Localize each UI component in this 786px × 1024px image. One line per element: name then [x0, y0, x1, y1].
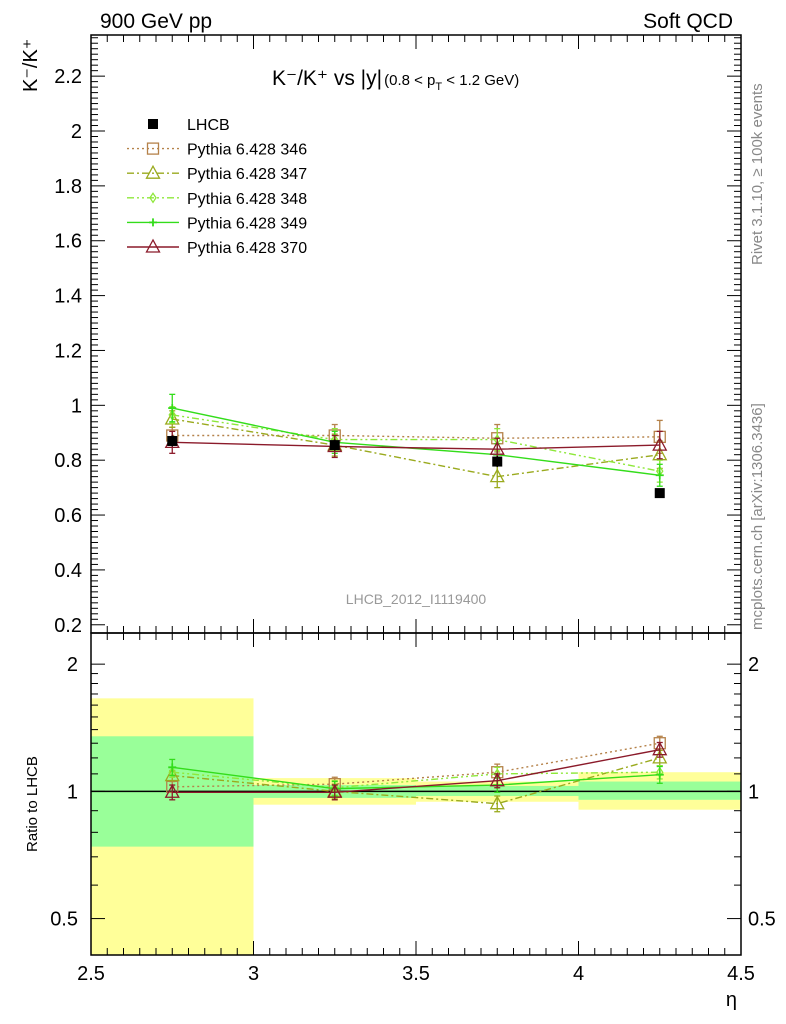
- title-suffix-end: < 1.2 GeV): [442, 72, 519, 89]
- main-series-point-4-3: [652, 436, 668, 451]
- ratio-series-point-4-2: [489, 772, 505, 787]
- main-y-tick-label: 1.2: [54, 340, 82, 362]
- legend: LHCB Pythia 6.428 346 Pythia 6.428 347 Pyth…: [127, 117, 307, 257]
- title-suffix-sub: T: [435, 81, 442, 93]
- legend-marker-0: [146, 142, 160, 155]
- main-series-point-1-2: [489, 468, 505, 483]
- x-tick-label: 2.5: [77, 963, 105, 985]
- x-tick-label: 3.5: [402, 963, 430, 985]
- mcplots-label: mcplots.cern.ch [arXiv:1306.3436]: [749, 403, 766, 630]
- main-y-tick-label: 1: [71, 395, 82, 417]
- main-y-tick-label: 1.6: [54, 231, 82, 253]
- main-series-line-4: [172, 441, 660, 450]
- ratio-y-tick-label: 2: [67, 654, 78, 676]
- x-tick-label: 3: [248, 963, 259, 985]
- legend-label-3: Pythia 6.428 349: [187, 215, 307, 232]
- legend-marker-4: [145, 238, 161, 253]
- main-y-tick-label: 2.2: [54, 66, 82, 88]
- x-tick-label: 4.5: [727, 963, 755, 985]
- ratio-y-tick-label-right: 0.5: [748, 909, 776, 931]
- ratio-series-point-4-3: [652, 741, 668, 756]
- header-left: 900 GeV pp: [100, 10, 212, 33]
- x-tick-label: 4: [573, 963, 584, 985]
- header-right: Soft QCD: [643, 10, 733, 33]
- legend-marker-1: [145, 164, 161, 179]
- main-y-tick-label: 0.8: [54, 450, 82, 472]
- main-series-line-0: [172, 434, 660, 439]
- ratio-series-line-1: [172, 757, 660, 805]
- ratio-ylabel: Ratio to LHCB: [24, 756, 41, 852]
- ratio-series-point-1-3: [652, 749, 668, 764]
- ratio-y-tick-label: 0.5: [50, 909, 78, 931]
- main-y-tick-label: 0.4: [54, 560, 82, 582]
- main-y-tick-label: 0.6: [54, 505, 82, 527]
- ratio-series-point-3-3: [655, 770, 664, 779]
- ratio-y-tick-label-right: 2: [748, 654, 759, 676]
- legend-label-4: Pythia 6.428 370: [187, 240, 307, 257]
- data-point-0: [167, 435, 178, 446]
- ratio-y-tick-label-right: 1: [748, 781, 759, 803]
- ratio-series-line-0: [172, 742, 660, 788]
- x-axis-label: η: [726, 989, 737, 1011]
- main-y-tick-label: 1.4: [54, 286, 82, 308]
- main-ylabel: K⁻/K⁺: [20, 39, 42, 92]
- ratio-series-line-4: [172, 748, 660, 793]
- ratio-series-point-1-0: [164, 767, 180, 782]
- legend-marker-data: [148, 119, 158, 129]
- ratio-series-point-1-2: [489, 795, 505, 810]
- data-point-1: [329, 440, 340, 451]
- legend-label-0: Pythia 6.428 346: [187, 142, 307, 159]
- legend-label-2: Pythia 6.428 348: [187, 191, 307, 208]
- main-series-point-3-3: [655, 471, 664, 480]
- analysis-watermark: LHCB_2012_I1119400: [346, 591, 487, 607]
- ratio-series-point-4-0: [164, 783, 180, 798]
- legend-label-data: LHCB: [187, 117, 230, 134]
- main-y-tick-label: 1.8: [54, 176, 82, 198]
- title-suffix: (0.8 < p: [384, 72, 435, 89]
- main-y-tick-label: 2: [71, 121, 82, 143]
- plot-title: K⁻/K⁺ vs |y| (0.8 < pT < 1.2 GeV): [272, 67, 519, 93]
- rivet-label: Rivet 3.1.10, ≥ 100k events: [749, 83, 766, 265]
- ratio-series-point-2-0: [168, 766, 177, 778]
- main-series-point-4-2: [489, 440, 505, 455]
- main-y-tick-label: 0.2: [54, 615, 82, 637]
- ratio-series-line-2: [172, 771, 660, 789]
- main-series-point-1-0: [164, 410, 180, 425]
- ratio-y-tick-label: 1: [67, 781, 78, 803]
- legend-label-1: Pythia 6.428 347: [187, 166, 307, 183]
- data-point-3: [654, 488, 665, 499]
- ratio-series-point-4-1: [327, 783, 343, 798]
- title-main: K⁻/K⁺ vs |y|: [272, 67, 382, 90]
- data-point-2: [492, 456, 503, 467]
- main-panel: 0.2 0.4 0.6 0.8 1 1.2 1.4 1.6 1.8 2 2.2: [54, 34, 742, 637]
- main-series-point-3-0: [168, 404, 177, 413]
- main-series-line-2: [172, 414, 660, 472]
- legend-marker-2: [149, 192, 157, 204]
- ratio-panel: 2.5 3 3.5 4 4.5 0.5 0.5 1 1 2 2: [50, 632, 776, 985]
- legend-marker-3: [149, 218, 157, 227]
- ratio-series-point-3-0: [168, 763, 177, 772]
